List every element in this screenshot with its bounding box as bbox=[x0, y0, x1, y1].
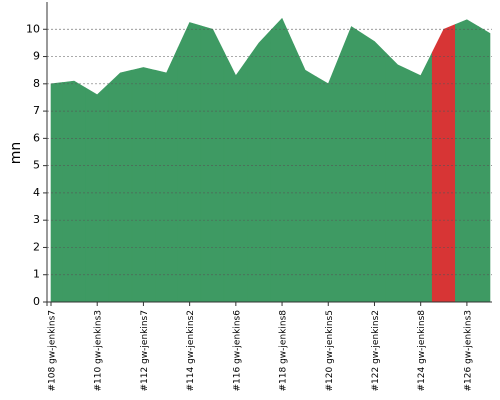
y-tick-label: 9 bbox=[33, 50, 40, 63]
area-segment bbox=[478, 26, 491, 303]
y-tick-label: 10 bbox=[26, 22, 40, 35]
area-segment bbox=[177, 22, 202, 303]
area-segment bbox=[408, 52, 433, 303]
area-segment bbox=[85, 83, 110, 303]
area-segment bbox=[50, 82, 63, 303]
x-tick-label: #116 gw-jenkins6 bbox=[232, 310, 242, 392]
x-tick-label: #126 gw-jenkins3 bbox=[463, 310, 473, 391]
y-tick-label: 6 bbox=[33, 131, 40, 144]
x-tick-label: #110 gw-jenkins3 bbox=[94, 310, 104, 391]
area-segment bbox=[362, 33, 387, 303]
area-segment bbox=[385, 52, 410, 303]
area-segment bbox=[293, 44, 318, 303]
area-segment bbox=[200, 25, 225, 303]
y-tick-label: 2 bbox=[33, 240, 40, 253]
area-segment bbox=[108, 69, 133, 303]
x-tick-label: #114 gw-jenkins2 bbox=[186, 310, 196, 391]
y-tick-label: 8 bbox=[33, 77, 40, 90]
y-tick-label: 3 bbox=[33, 213, 40, 226]
area-segment bbox=[270, 17, 294, 303]
area-segment bbox=[431, 24, 456, 303]
y-tick-label: 5 bbox=[33, 159, 40, 172]
y-tick-label: 1 bbox=[33, 268, 40, 281]
y-axis-label: mn bbox=[8, 142, 24, 165]
x-tick-label: #122 gw-jenkins2 bbox=[371, 310, 381, 391]
y-tick-label: 4 bbox=[33, 186, 40, 199]
x-tick-label: #112 gw-jenkins7 bbox=[140, 310, 150, 391]
y-tick-label: 0 bbox=[33, 295, 40, 308]
x-tick-label: #118 gw-jenkins8 bbox=[279, 310, 289, 392]
y-tick-label: 7 bbox=[33, 104, 40, 117]
x-tick-label: #124 gw-jenkins8 bbox=[417, 310, 427, 392]
area-segment bbox=[154, 47, 179, 303]
area-segment bbox=[131, 67, 156, 303]
area-segment bbox=[223, 52, 248, 303]
area-segment bbox=[339, 26, 364, 303]
x-tick-label: #120 gw-jenkins5 bbox=[325, 310, 335, 391]
x-tick-label: #108 gw-jenkins7 bbox=[48, 310, 58, 391]
area-segment bbox=[455, 19, 479, 303]
area-segment bbox=[62, 80, 86, 303]
area-segment bbox=[316, 55, 341, 303]
area-segment bbox=[247, 29, 271, 303]
